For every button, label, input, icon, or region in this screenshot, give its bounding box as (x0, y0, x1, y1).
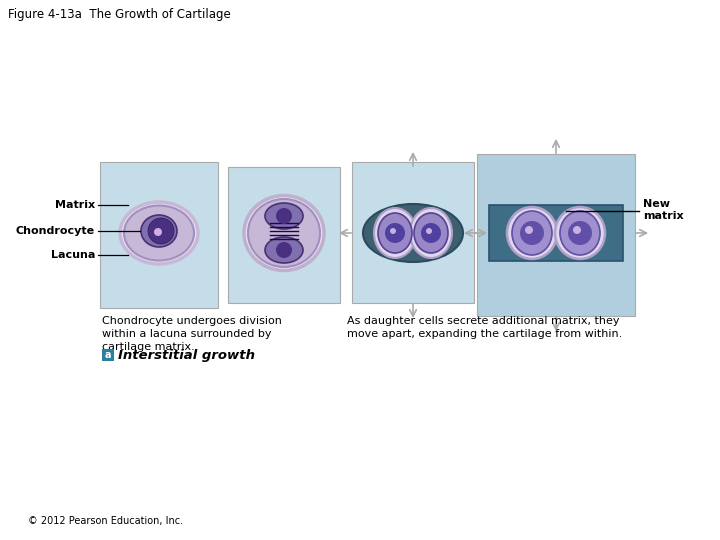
Text: a: a (104, 350, 112, 360)
Bar (489, 205, 623, 261)
Bar (100, 162, 218, 308)
Ellipse shape (363, 204, 463, 262)
Text: Figure 4-13a  The Growth of Cartilage: Figure 4-13a The Growth of Cartilage (8, 8, 230, 21)
Ellipse shape (124, 206, 194, 260)
Ellipse shape (555, 207, 605, 259)
Ellipse shape (248, 199, 320, 267)
Ellipse shape (265, 237, 303, 263)
Ellipse shape (265, 203, 303, 229)
Circle shape (385, 223, 405, 243)
Circle shape (426, 228, 432, 234)
Text: New
matrix: New matrix (643, 199, 683, 221)
Text: Matrix: Matrix (55, 200, 95, 210)
Ellipse shape (141, 215, 177, 247)
Circle shape (390, 228, 396, 234)
Circle shape (148, 218, 174, 244)
Ellipse shape (378, 213, 412, 253)
Text: As daughter cells secrete additional matrix, they
move apart, expanding the cart: As daughter cells secrete additional mat… (347, 316, 622, 339)
Circle shape (276, 208, 292, 224)
Ellipse shape (120, 202, 198, 264)
Bar (102, 349, 114, 361)
Circle shape (525, 226, 533, 234)
Ellipse shape (374, 208, 416, 258)
Bar (477, 154, 635, 316)
Circle shape (421, 223, 441, 243)
Bar (352, 162, 474, 303)
Circle shape (573, 226, 581, 234)
Circle shape (276, 242, 292, 258)
Circle shape (520, 221, 544, 245)
Ellipse shape (560, 211, 600, 255)
Circle shape (568, 221, 592, 245)
Ellipse shape (244, 195, 324, 271)
Text: Interstitial growth: Interstitial growth (118, 348, 255, 361)
Text: Chondrocyte undergoes division
within a lacuna surrounded by
cartilage matrix.: Chondrocyte undergoes division within a … (102, 316, 282, 353)
Ellipse shape (507, 207, 557, 259)
Text: © 2012 Pearson Education, Inc.: © 2012 Pearson Education, Inc. (28, 516, 183, 526)
Bar (228, 167, 340, 303)
Text: Lacuna: Lacuna (50, 250, 95, 260)
Ellipse shape (512, 211, 552, 255)
Circle shape (154, 228, 162, 236)
Text: Chondrocyte: Chondrocyte (16, 226, 95, 236)
Ellipse shape (414, 213, 448, 253)
Ellipse shape (410, 208, 452, 258)
